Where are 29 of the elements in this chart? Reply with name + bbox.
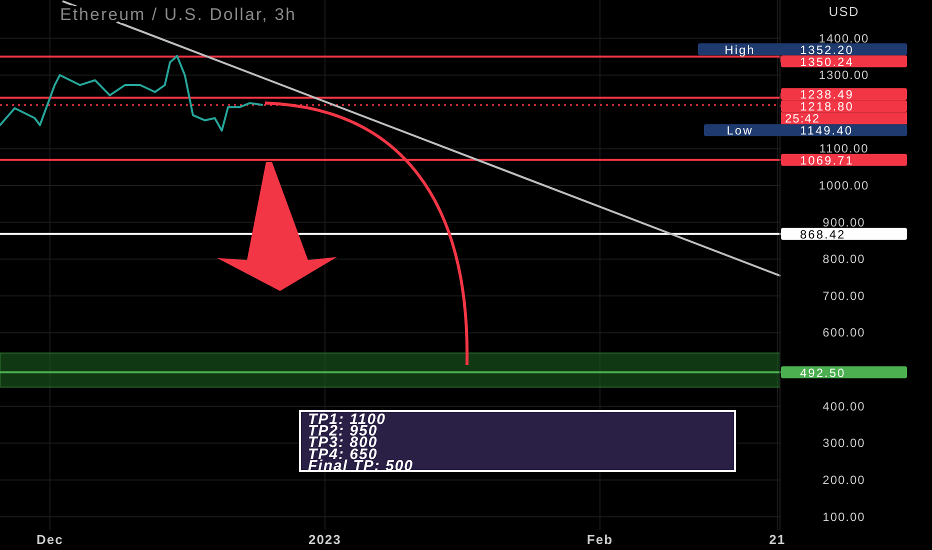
y-tick-label: 1000.00 [818,178,870,192]
ref-line-label: 1350.24 [800,54,854,69]
y-tick-label: 700.00 [822,288,866,303]
y-tick-label: 1400.00 [818,31,870,46]
ref-line-label: 492.50 [800,366,846,380]
y-tick-label: 600.00 [822,326,866,340]
text: 25:42 [785,112,820,126]
ref-line-label: 1218.80 [800,100,854,114]
y-tick-label: 400.00 [822,399,866,414]
annotation: High [724,42,756,57]
label-tag: Low 1149.40 [704,124,907,138]
y-tick-label: 1300.00 [818,68,870,82]
y-tick-label: 200.00 [822,472,866,487]
line-series [0,54,264,132]
annotation: Low [726,124,754,138]
y-tick-label: 800.00 [822,252,866,266]
y-tick-label: 900.00 [822,215,866,230]
y-tick-label: 300.00 [822,436,866,450]
ref-line-label: 868.42 [800,227,846,242]
ref-line-label: 1238.49 [800,88,854,102]
x-tick-label: 2023 [308,532,342,547]
label-tag: High 1352.20 [698,42,907,57]
y-tick-label: 100.00 [822,510,866,524]
x-tick-label: Feb [586,532,614,547]
x-tick-label: Dec [36,532,64,547]
x-tick-label: 21 [769,532,786,547]
ref-line-label: 1069.71 [800,153,854,168]
y-axis-title: USD [828,4,860,19]
y-tick-label: 1100.00 [819,142,869,156]
